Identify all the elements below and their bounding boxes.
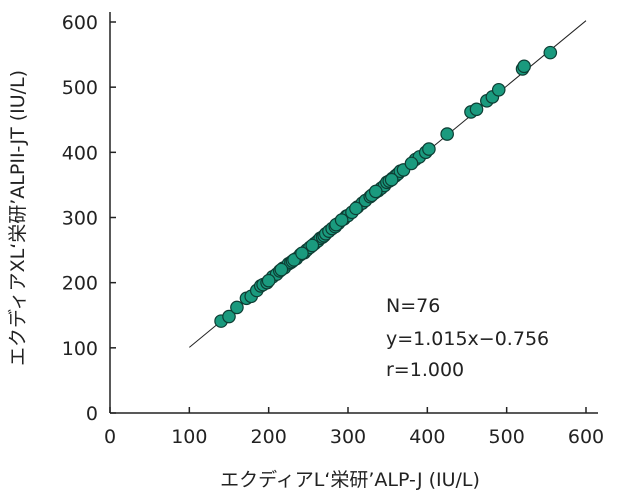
x-tick-label: 100	[171, 426, 207, 448]
plot-area: 0 100 200 300 400 500 600 0 100 200 300 400 500 600	[62, 12, 604, 448]
data-point	[305, 238, 320, 253]
data-point	[261, 273, 276, 288]
x-tick-label: 0	[104, 426, 116, 448]
data-point	[440, 127, 454, 141]
data-point	[384, 172, 399, 187]
data-point	[422, 142, 436, 156]
data-point	[334, 213, 349, 227]
y-ticks: 0 100 200 300 400 500 600	[62, 12, 116, 425]
x-ticks: 0 100 200 300 400 500 600	[104, 407, 604, 448]
y-tick-label: 300	[62, 208, 98, 230]
x-axis-title: エクディアL‘栄研’ALP-J (IU/L)	[220, 469, 480, 491]
data-point	[517, 59, 531, 74]
data-point	[295, 246, 309, 261]
y-tick-label: 0	[86, 403, 98, 425]
y-axis-title: エクディアXL‘栄研’ALPII-JT (IU/L)	[7, 70, 29, 366]
annotation-r: r=1.000	[386, 359, 464, 381]
data-point	[543, 45, 558, 60]
y-tick-label: 400	[62, 142, 98, 164]
data-point	[274, 262, 289, 277]
y-tick-label: 600	[62, 12, 98, 34]
data-point	[222, 309, 236, 324]
x-tick-label: 500	[489, 426, 525, 448]
x-tick-label: 400	[409, 426, 445, 448]
data-point	[230, 300, 244, 315]
x-tick-label: 200	[251, 426, 287, 448]
y-tick-label: 200	[62, 273, 98, 295]
x-tick-label: 600	[568, 426, 604, 448]
annotation-n: N=76	[386, 295, 440, 317]
data-point	[469, 102, 484, 117]
y-tick-label: 500	[62, 77, 98, 99]
data-point	[404, 156, 419, 171]
data-point	[491, 82, 506, 97]
data-points	[214, 45, 558, 328]
x-tick-label: 300	[330, 426, 366, 448]
y-tick-label: 100	[62, 338, 98, 360]
stats-annotation: N=76 y=1.015x−0.756 r=1.000	[386, 295, 549, 381]
data-point	[368, 184, 383, 199]
annotation-equation: y=1.015x−0.756	[386, 328, 549, 350]
data-point	[349, 201, 363, 216]
